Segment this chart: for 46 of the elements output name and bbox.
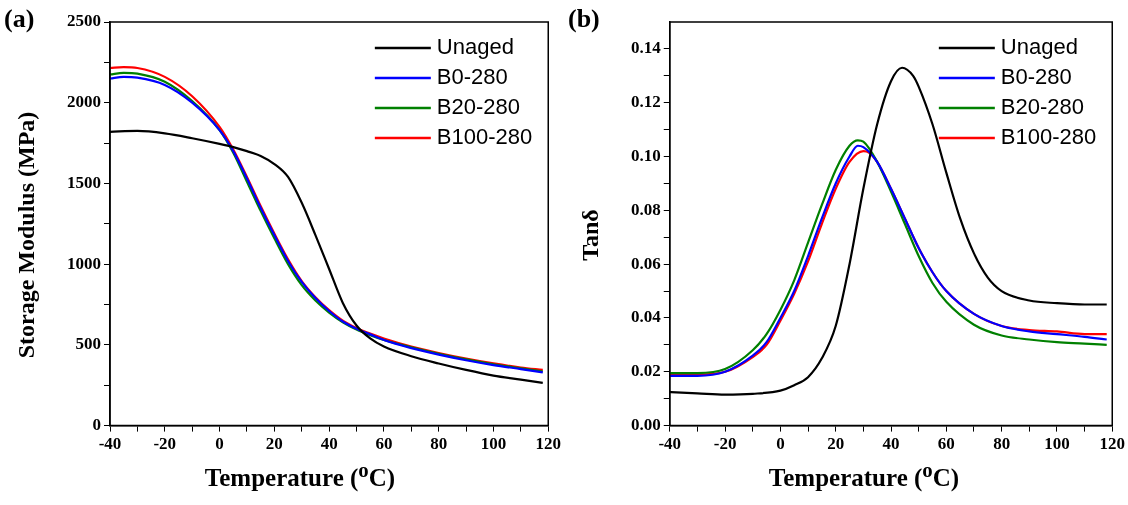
legend-label: B100-280 bbox=[436, 124, 533, 150]
x-tick-label: 40 bbox=[882, 434, 900, 454]
x-axis-title: Temperature ($^{o}$C) bbox=[203, 458, 397, 493]
y-axis-title: Storage Modulus (MPa) bbox=[12, 111, 40, 359]
legend-label: B20-280 bbox=[436, 94, 521, 120]
x-tick-label: -40 bbox=[658, 434, 682, 454]
x-axis-title: Temperature ($^{o}$C) bbox=[767, 458, 961, 493]
y-tick-label: 0.08 bbox=[631, 199, 661, 219]
y-axis-title: Tanδ bbox=[576, 209, 604, 261]
y-tick-label: 0 bbox=[92, 414, 101, 434]
x-tick-label: 100 bbox=[1044, 434, 1070, 454]
x-tick-label: 120 bbox=[1099, 434, 1125, 454]
x-tick-label: 80 bbox=[430, 434, 448, 454]
x-tick-label: 120 bbox=[535, 434, 561, 454]
y-tick-label: 0.02 bbox=[631, 361, 661, 381]
y-tick-label: 500 bbox=[75, 334, 101, 354]
legend-label: Unaged bbox=[436, 34, 514, 60]
legend-label: B20-280 bbox=[1000, 94, 1085, 120]
y-tick-label: 0.14 bbox=[631, 38, 662, 58]
legend-label: B0-280 bbox=[436, 64, 508, 90]
y-tick-label: 1500 bbox=[67, 172, 101, 192]
x-tick-label: 0 bbox=[776, 434, 785, 454]
x-tick-label: -20 bbox=[713, 434, 737, 454]
x-tick-label: -40 bbox=[98, 434, 122, 454]
chart-title: (a) bbox=[4, 4, 35, 34]
x-tick-label: 80 bbox=[993, 434, 1011, 454]
x-tick-label: 60 bbox=[937, 434, 955, 454]
x-tick-label: 20 bbox=[827, 434, 845, 454]
legend-label: B100-280 bbox=[1000, 124, 1097, 150]
x-tick-label: 60 bbox=[375, 434, 393, 454]
x-tick-label: 20 bbox=[265, 434, 283, 454]
y-tick-label: 0.06 bbox=[631, 253, 661, 273]
y-tick-label: 0.12 bbox=[631, 92, 661, 112]
x-tick-label: 40 bbox=[320, 434, 338, 454]
legend-label: B0-280 bbox=[1000, 64, 1072, 90]
y-tick-label: 2500 bbox=[67, 11, 101, 31]
legend-label: Unaged bbox=[1000, 34, 1078, 60]
x-tick-label: -20 bbox=[153, 434, 177, 454]
y-tick-label: 2000 bbox=[67, 92, 101, 112]
y-tick-label: 1000 bbox=[67, 253, 101, 273]
y-tick-label: 0.10 bbox=[631, 145, 661, 165]
y-tick-label: 0.00 bbox=[631, 414, 661, 434]
y-tick-label: 0.04 bbox=[631, 307, 662, 327]
x-tick-label: 100 bbox=[480, 434, 507, 454]
x-tick-label: 0 bbox=[215, 434, 224, 454]
chart-title: (b) bbox=[568, 4, 600, 34]
